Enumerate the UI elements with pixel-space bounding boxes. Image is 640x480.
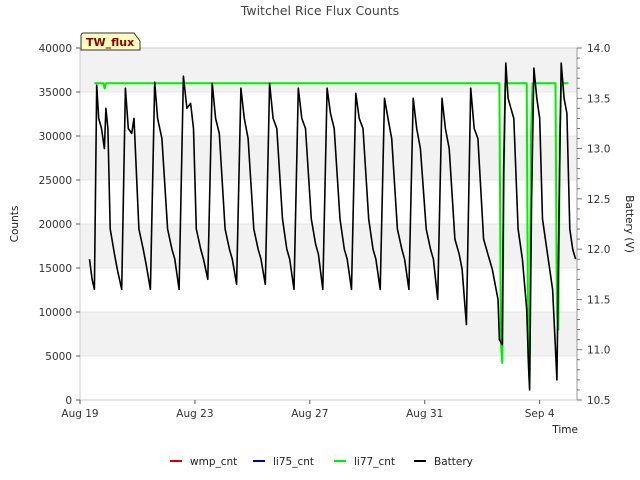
x-tick-label: Aug 23 [176,408,213,420]
legend: wmp_cnt li75_cnt li77_cnt Battery [170,456,473,468]
series-line-battery [88,62,577,391]
right-axis: 10.5 11.0 11.5 12.0 12.5 13.0 13.5 14.0 [576,43,610,407]
grid-band [80,48,577,92]
y-tick-label: 35000 [39,87,72,99]
x-tick-label: Aug 19 [61,408,98,420]
legend-label: li77_cnt [354,456,395,468]
y-tick-label: 0 [65,395,72,407]
y2-axis-label: Battery (V) [623,195,635,253]
y2-tick-label: 13.0 [587,144,610,156]
y-tick-label: 5000 [45,351,72,363]
y2-tick-label: 13.5 [587,93,610,105]
grid-band [80,312,577,356]
y-tick-label: 25000 [39,175,72,187]
chart-title: Twitchel Rice Flux Counts [240,3,399,18]
grid-band [80,224,577,268]
y2-tick-label: 12.0 [587,244,610,256]
legend-label: li75_cnt [273,456,314,468]
x-tick-label: Aug 31 [406,408,443,420]
legend-label: Battery [434,456,473,468]
y-tick-label: 10000 [39,307,72,319]
x-axis: Aug 19 Aug 23 Aug 27 Aug 31 Sep 4 [61,400,555,420]
y2-tick-label: 12.5 [587,194,610,206]
station-badge-label: TW_flux [86,36,134,49]
legend-label: wmp_cnt [190,456,237,468]
y-axis-label: Counts [9,206,21,243]
x-tick-label: Sep 4 [525,408,555,420]
grid-band [80,136,577,180]
y-tick-label: 20000 [39,219,72,231]
station-badge: TW_flux [80,32,141,51]
y-tick-label: 15000 [39,263,72,275]
y2-tick-label: 10.5 [587,395,610,407]
x-tick-label: Aug 27 [291,408,328,420]
y2-tick-label: 11.0 [587,345,610,357]
series-layer [88,62,577,391]
y-tick-label: 30000 [39,131,72,143]
y2-tick-label: 14.0 [587,43,610,55]
y2-tick-label: 11.5 [587,294,610,306]
x-axis-label: Time [551,424,578,436]
y-tick-label: 40000 [39,43,72,55]
left-axis: 0 5000 10000 15000 20000 25000 30000 35000 40000 [39,43,80,407]
